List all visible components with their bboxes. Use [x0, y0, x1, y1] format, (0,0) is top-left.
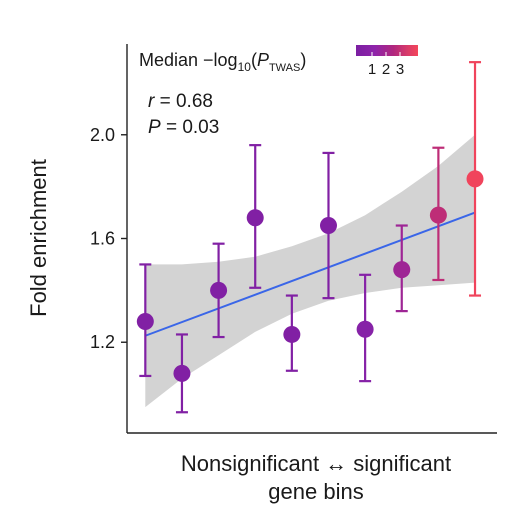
confidence-band-layer	[145, 134, 476, 408]
y-tick-label: 2.0	[90, 125, 115, 145]
y-tick-label: 1.6	[90, 229, 115, 249]
x-axis-label-line2: gene bins	[268, 479, 363, 504]
y-tick-layer: 1.2 1.6 2.0	[90, 125, 127, 352]
data-point	[136, 312, 154, 330]
legend-title-prefix: Median −log	[139, 50, 238, 70]
y-axis-label: Fold enrichment	[26, 159, 51, 317]
p-value: = 0.03	[161, 117, 220, 138]
data-point	[246, 209, 264, 227]
legend-title-close: )	[300, 50, 306, 70]
legend-title: Median −log10(PTWAS)	[139, 50, 306, 74]
data-point	[210, 281, 228, 299]
data-point	[466, 170, 484, 188]
confidence-band	[145, 134, 476, 408]
data-point	[283, 325, 301, 343]
legend-title-sub: 10	[238, 60, 252, 74]
r-symbol: r	[148, 91, 155, 112]
data-point	[173, 364, 191, 382]
legend-color-bar	[356, 45, 418, 56]
legend-title-p-sub: TWAS	[269, 62, 300, 74]
r-value: = 0.68	[154, 91, 213, 112]
data-point	[429, 206, 447, 224]
p-symbol: P	[148, 117, 161, 138]
x-axis-label-line1: Nonsignificant ↔ significant	[181, 451, 451, 476]
p-annotation: P = 0.03	[148, 117, 219, 138]
regression-line	[144, 211, 476, 337]
r-annotation: r = 0.68	[148, 91, 213, 112]
legend-tick-label: 2	[382, 61, 390, 78]
data-point	[319, 217, 337, 235]
point-layer	[136, 170, 484, 382]
data-point	[393, 261, 411, 279]
legend-tick-label: 1	[368, 61, 376, 78]
legend-ticks	[371, 52, 401, 56]
data-point	[356, 320, 374, 338]
legend-title-open: (	[251, 50, 257, 70]
y-tick-label: 1.2	[90, 332, 115, 352]
legend-tick-label: 3	[396, 61, 404, 78]
fit-line-layer	[144, 211, 476, 337]
legend-title-p: P	[257, 50, 269, 70]
